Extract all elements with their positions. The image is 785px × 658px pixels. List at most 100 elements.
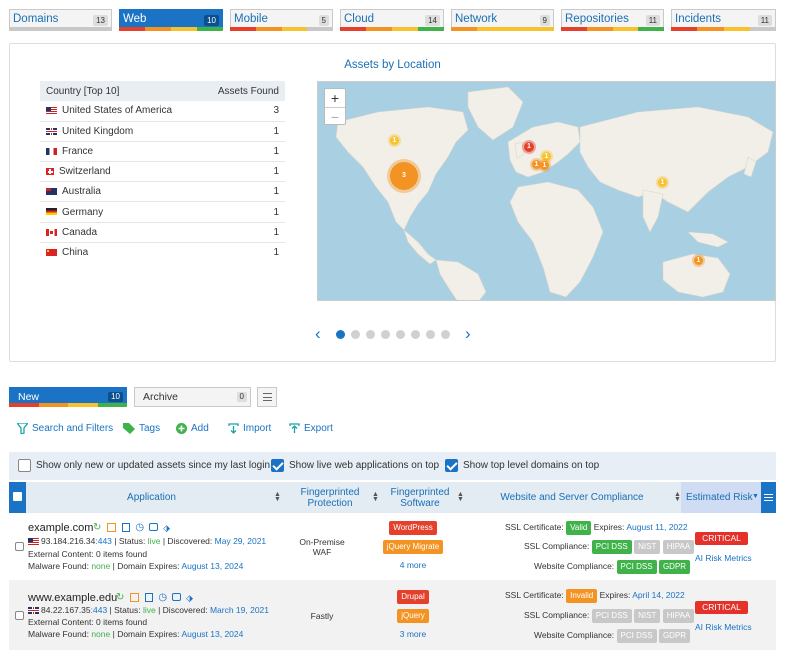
filter-checkbox-tld[interactable]	[445, 459, 458, 472]
tab-status-bar	[9, 27, 112, 31]
import-icon	[228, 423, 239, 434]
sort-icon[interactable]: ▲ ▼	[372, 491, 379, 503]
au-flag-icon	[46, 188, 57, 196]
history-icon[interactable]: ◷	[135, 522, 145, 533]
history-icon[interactable]: ◷	[158, 592, 168, 603]
refresh-icon[interactable]: ↻	[116, 592, 125, 603]
map-cluster-germany[interactable]: 1	[542, 152, 551, 161]
more-software-link[interactable]: 3 more	[399, 629, 427, 639]
tags-label: Tags	[139, 423, 161, 434]
search-filters-button[interactable]: Search and Filters	[17, 423, 113, 434]
tab-count: 11	[645, 15, 660, 26]
app-meta-line: 93.184.216.34:443 | Status: live | Disco…	[28, 536, 266, 546]
row-checkbox[interactable]	[15, 542, 24, 551]
ssl-expires-date: April 14, 2022	[632, 590, 685, 600]
tag-icon[interactable]: ⬗	[163, 523, 171, 533]
sort-desc-icon[interactable]: ▼	[752, 493, 759, 500]
column-software[interactable]: Fingerprinted Software	[390, 486, 450, 509]
tab-mobile[interactable]: Mobile 5	[230, 9, 333, 31]
copy-icon[interactable]	[145, 593, 154, 602]
export-button[interactable]: Export	[289, 423, 333, 434]
map-cluster-switzerland[interactable]: 1	[540, 161, 549, 170]
software-badge: Drupal	[397, 590, 429, 604]
country-name: Germany	[62, 206, 104, 218]
next-arrow-icon[interactable]: ›	[465, 324, 471, 343]
sort-icon[interactable]: ▲ ▼	[274, 491, 281, 503]
column-application[interactable]: Application	[127, 492, 176, 503]
edit-icon[interactable]	[107, 523, 117, 532]
map-cluster-australia[interactable]: 1	[694, 256, 703, 265]
ai-risk-metrics-link[interactable]: AI Risk Metrics	[695, 553, 752, 563]
map-cluster-france[interactable]: 1	[532, 160, 541, 169]
pager-dot[interactable]	[441, 330, 450, 339]
column-menu-button[interactable]	[761, 482, 776, 513]
protection-value: Fastly	[310, 611, 334, 621]
list-menu-button[interactable]	[257, 387, 277, 407]
tab-domains[interactable]: Domains 13	[9, 9, 112, 31]
map-cluster-usa[interactable]: 3	[390, 162, 418, 190]
compliance-badge: PCI DSS	[591, 609, 632, 623]
country-count: 1	[273, 247, 279, 259]
map-cluster-canada[interactable]: 1	[390, 136, 399, 145]
prev-arrow-icon[interactable]: ‹	[315, 324, 321, 343]
world-map[interactable]: + − 3 1 1 1 1 1 1 1	[317, 81, 776, 301]
discovered-date: March 19, 2021	[209, 605, 270, 615]
sort-icon[interactable]: ▲ ▼	[674, 491, 681, 503]
table-row: www.example.edu ↻ ◷ ⬗ 84.22.167.35:443 |…	[9, 580, 776, 650]
sort-icon[interactable]: ▲ ▼	[457, 491, 464, 503]
tags-button[interactable]: Tags	[123, 423, 160, 434]
zoom-out-button[interactable]: −	[325, 107, 345, 125]
pager-dot[interactable]	[381, 330, 390, 339]
import-button[interactable]: Import	[228, 423, 271, 434]
ip-address: 84.22.167.35	[41, 605, 91, 615]
pager-dot[interactable]	[336, 330, 345, 339]
country-count: 3	[200, 101, 285, 122]
tab-label: Mobile	[234, 13, 268, 25]
port-link[interactable]: :443	[90, 605, 108, 615]
ssl-status-badge: Valid	[566, 521, 592, 535]
app-name-link[interactable]: www.example.edu	[28, 592, 118, 604]
pager-dot[interactable]	[396, 330, 405, 339]
tab-repositories[interactable]: Repositories 11	[561, 9, 664, 31]
subtab-archive[interactable]: Archive 0	[134, 387, 251, 407]
column-compliance[interactable]: Website and Server Compliance	[500, 492, 644, 503]
import-label: Import	[243, 423, 272, 434]
row-checkbox[interactable]	[15, 611, 24, 620]
tab-network[interactable]: Network 9	[451, 9, 554, 31]
port-link[interactable]: :443	[95, 536, 112, 546]
copy-icon[interactable]	[122, 523, 131, 532]
map-cluster-uk[interactable]: 1	[524, 142, 534, 152]
pager-dot[interactable]	[426, 330, 435, 339]
filter-checkbox-live[interactable]	[271, 459, 284, 472]
export-label: Export	[304, 423, 333, 434]
zoom-in-button[interactable]: +	[330, 90, 340, 106]
filter-checkbox-new[interactable]	[18, 459, 31, 472]
tag-icon[interactable]: ⬗	[186, 593, 194, 603]
column-risk[interactable]: Estimated Risk	[686, 492, 753, 503]
pager-dot[interactable]	[366, 330, 375, 339]
map-cluster-china[interactable]: 1	[658, 178, 667, 187]
chat-icon[interactable]	[172, 593, 182, 601]
tab-incidents[interactable]: Incidents 11	[671, 9, 776, 31]
column-protection[interactable]: Fingerprinted Protection	[300, 486, 360, 509]
pager-dot[interactable]	[411, 330, 420, 339]
country-name: France	[62, 145, 94, 157]
edit-icon[interactable]	[130, 593, 140, 602]
tab-label: Repositories	[565, 13, 629, 25]
subtab-new[interactable]: New 10	[9, 387, 127, 407]
add-button[interactable]: Add	[176, 423, 209, 434]
more-software-link[interactable]: 4 more	[399, 560, 427, 570]
ssl-compliance-label: SSL Compliance:	[524, 610, 590, 620]
ai-risk-metrics-link[interactable]: AI Risk Metrics	[695, 622, 752, 632]
refresh-icon[interactable]: ↻	[93, 522, 102, 533]
pager-dot[interactable]	[351, 330, 360, 339]
tab-status-bar	[340, 27, 444, 31]
app-name-link[interactable]: example.com	[28, 522, 94, 534]
expires-label: Domain Expires:	[117, 561, 180, 571]
chat-icon[interactable]	[149, 523, 159, 531]
malware-line: Malware Found: none | Domain Expires: Au…	[28, 629, 244, 639]
select-all-checkbox[interactable]	[13, 492, 22, 501]
tab-web[interactable]: Web 10	[119, 9, 223, 31]
tab-cloud[interactable]: Cloud 14	[340, 9, 444, 31]
filter-label: Show live web applications on top	[289, 460, 440, 471]
